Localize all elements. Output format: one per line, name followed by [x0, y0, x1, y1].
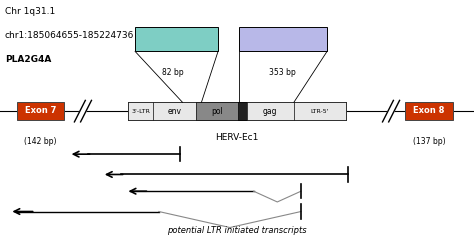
- Bar: [153, 102, 196, 120]
- Text: (142 bp): (142 bp): [24, 136, 56, 146]
- Bar: [196, 102, 238, 120]
- Text: LTR-5': LTR-5': [310, 109, 329, 114]
- Text: gag: gag: [263, 107, 277, 116]
- Text: pol: pol: [211, 107, 223, 116]
- Text: potential LTR initiated transcripts: potential LTR initiated transcripts: [167, 226, 307, 235]
- Text: env: env: [167, 107, 182, 116]
- Text: PLA2G4A: PLA2G4A: [5, 55, 51, 64]
- Text: Exon 8: Exon 8: [413, 106, 445, 115]
- Bar: [17, 102, 64, 120]
- Bar: [128, 102, 346, 120]
- Text: 82 bp: 82 bp: [162, 68, 184, 77]
- Bar: [238, 102, 247, 120]
- Bar: [405, 102, 453, 120]
- Bar: [128, 102, 153, 120]
- Text: 3'-LTR: 3'-LTR: [131, 109, 150, 114]
- Bar: [135, 27, 218, 51]
- Text: 353 bp: 353 bp: [269, 68, 295, 77]
- Text: (137 bp): (137 bp): [413, 136, 445, 146]
- Text: Exon 7: Exon 7: [25, 106, 56, 115]
- Bar: [239, 27, 327, 51]
- Text: RACE (gag-LTR): RACE (gag-LTR): [256, 36, 310, 43]
- Bar: [294, 102, 346, 120]
- Text: qRT-PCR amplicon: qRT-PCR amplicon: [145, 36, 208, 43]
- Text: HERV-Ec1: HERV-Ec1: [215, 133, 259, 142]
- Text: Chr 1q31.1: Chr 1q31.1: [5, 7, 55, 16]
- Bar: [247, 102, 294, 120]
- Text: chr1:185064655-185224736: chr1:185064655-185224736: [5, 31, 134, 40]
